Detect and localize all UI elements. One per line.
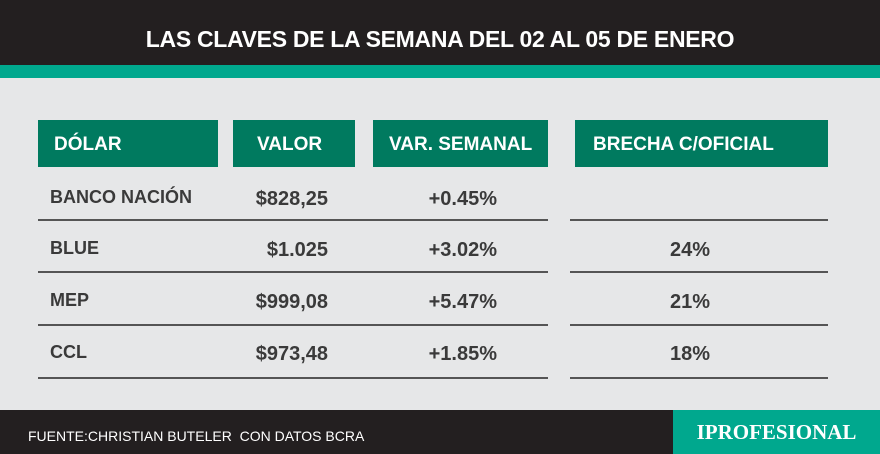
row-rule [570,324,828,326]
value-cell: +1.85% [428,343,497,365]
title-bar [0,0,880,65]
row-label: BANCO NACIÓN [50,187,192,207]
logo: IPROFESIONAL [673,410,880,454]
title: LAS CLAVES DE LA SEMANA DEL 02 AL 05 DE … [145,26,735,52]
value-cell: 18% [669,343,711,365]
row-label: CCL [50,342,87,362]
value-cell: +5.47% [428,291,497,313]
row-label: BLUE [50,238,99,258]
accent-stripe [0,65,880,78]
source: FUENTE:CHRISTIAN BUTELER CON DATOS BCRA [28,428,365,444]
value-cell: $999,08 [255,291,328,313]
row-rule [570,219,828,221]
column-header: BRECHA C/OFICIAL [575,120,828,167]
value-cell: +0.45% [428,188,497,210]
column-header: VAR. SEMANAL [373,120,548,167]
row-rule [38,271,548,273]
row-rule [38,324,548,326]
value-cell: $973,48 [255,343,328,365]
row-label: MEP [50,290,90,310]
value-cell: $828,25 [255,188,328,210]
row-rule [570,271,828,273]
value-cell: $1.025 [266,239,328,261]
column-header: DÓLAR [38,120,218,167]
row-rule [38,377,548,379]
row-rule [38,219,548,221]
value-cell: 21% [669,291,711,313]
value-cell: 24% [669,239,711,261]
column-header: VALOR [233,120,355,167]
value-cell: +3.02% [428,239,497,261]
row-rule [570,377,828,379]
